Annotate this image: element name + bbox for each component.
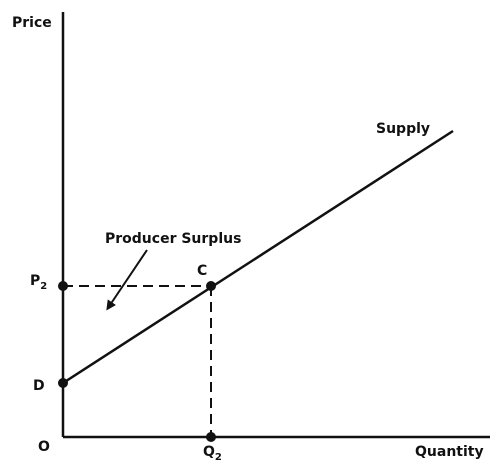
x-axis-label: Quantity [415, 444, 484, 460]
origin-label: O [38, 439, 50, 455]
supply-label: Supply [376, 121, 430, 137]
q2-dot [206, 432, 216, 442]
p2-main: P [30, 273, 40, 289]
c-label: C [197, 263, 207, 279]
p2-dot [58, 281, 68, 291]
y-axis-label: Price [12, 15, 52, 31]
q2-label: Q2 [203, 444, 222, 463]
supply-curve [62, 129, 454, 385]
q2-sub: 2 [215, 452, 222, 463]
c-dot [206, 281, 216, 291]
d-dot [58, 378, 68, 388]
q2-main: Q [203, 444, 215, 460]
arrow [106, 249, 148, 311]
p2-sub: 2 [40, 281, 47, 292]
d-label: D [33, 378, 45, 394]
surplus-label: Producer Surplus [105, 231, 241, 247]
p2-label: P2 [30, 273, 47, 292]
